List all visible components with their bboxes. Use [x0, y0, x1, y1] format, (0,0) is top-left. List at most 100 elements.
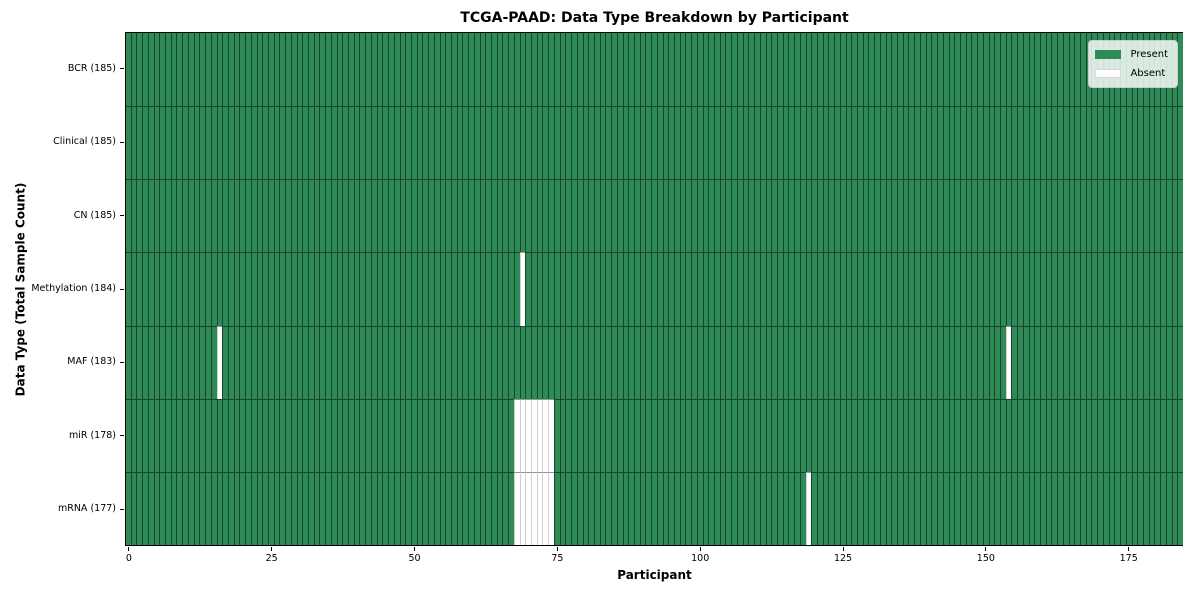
cell-present — [999, 106, 1006, 180]
cell-present — [1102, 471, 1109, 545]
cell-present — [982, 252, 989, 326]
cell-present — [405, 398, 411, 472]
cell-present — [1097, 325, 1103, 399]
cell-present — [399, 325, 406, 399]
cell-present — [245, 33, 251, 107]
cell-present — [1142, 179, 1149, 253]
cell-present — [1148, 106, 1155, 180]
cell-present — [1074, 398, 1081, 472]
cell-present — [628, 33, 634, 107]
cell-absent — [542, 471, 549, 545]
cell-present — [1091, 252, 1098, 326]
cell-present — [445, 106, 451, 180]
cell-present — [931, 252, 938, 326]
cell-present — [1165, 325, 1172, 399]
cell-present — [193, 179, 200, 253]
cell-present — [874, 179, 880, 253]
cell-present — [348, 179, 354, 253]
cell-present — [708, 325, 715, 399]
cell-present — [633, 33, 640, 107]
cell-present — [1068, 33, 1075, 107]
cell-present — [811, 33, 817, 107]
cell-present — [633, 325, 640, 399]
cell-present — [565, 398, 572, 472]
cell-present — [925, 179, 932, 253]
cell-present — [245, 398, 251, 472]
cell-present — [708, 398, 715, 472]
cell-present — [1022, 106, 1029, 180]
cell-present — [731, 33, 737, 107]
cell-present — [290, 33, 297, 107]
cell-present — [811, 471, 817, 545]
y-tick-label-CN: CN (185) — [73, 209, 116, 221]
cell-present — [999, 33, 1006, 107]
cell-present — [668, 106, 674, 180]
cell-present — [308, 471, 314, 545]
cell-present — [633, 252, 640, 326]
grid-row-miR — [126, 398, 1183, 472]
cell-present — [222, 179, 228, 253]
cell-present — [250, 106, 257, 180]
cell-present — [725, 106, 732, 180]
cell-present — [136, 252, 143, 326]
cell-present — [691, 33, 697, 107]
cell-present — [937, 325, 943, 399]
cell-present — [834, 179, 840, 253]
cell-present — [759, 471, 766, 545]
cell-present — [170, 33, 177, 107]
cell-present — [250, 252, 257, 326]
cell-present — [1171, 325, 1178, 399]
cell-present — [571, 398, 577, 472]
cell-present — [1057, 325, 1063, 399]
cell-present — [205, 33, 211, 107]
cell-present — [1062, 325, 1069, 399]
cell-present — [999, 471, 1006, 545]
cell-present — [816, 325, 823, 399]
cell-present — [325, 179, 331, 253]
cell-present — [502, 179, 509, 253]
cell-present — [376, 398, 383, 472]
cell-present — [696, 252, 703, 326]
cell-present — [565, 179, 572, 253]
cell-absent — [542, 398, 549, 472]
cell-present — [576, 252, 583, 326]
cell-present — [948, 471, 955, 545]
cell-present — [508, 252, 514, 326]
cell-present — [902, 33, 909, 107]
cell-present — [302, 471, 308, 545]
cell-present — [313, 252, 320, 326]
cell-present — [468, 398, 474, 472]
cell-present — [674, 325, 680, 399]
cell-present — [462, 33, 469, 107]
cell-present — [296, 325, 303, 399]
cell-present — [862, 471, 869, 545]
cell-present — [313, 471, 320, 545]
cell-present — [553, 398, 560, 472]
cell-present — [988, 398, 995, 472]
cell-present — [1040, 398, 1046, 472]
cell-present — [857, 106, 863, 180]
cell-present — [491, 398, 497, 472]
cell-present — [691, 325, 697, 399]
cell-present — [731, 325, 737, 399]
cell-present — [897, 325, 903, 399]
cell-present — [319, 106, 326, 180]
cell-present — [736, 325, 743, 399]
cell-present — [725, 179, 732, 253]
cell-present — [290, 325, 297, 399]
cell-present — [548, 179, 554, 253]
cell-present — [1074, 471, 1081, 545]
cell-present — [651, 33, 657, 107]
cell-present — [233, 252, 240, 326]
cell-present — [708, 179, 715, 253]
cell-present — [719, 398, 726, 472]
cell-present — [1091, 325, 1098, 399]
cell-present — [794, 398, 800, 472]
cell-present — [714, 398, 720, 472]
cell-present — [233, 179, 240, 253]
cell-present — [708, 106, 715, 180]
cell-present — [216, 252, 223, 326]
cell-present — [902, 471, 909, 545]
cell-present — [679, 471, 686, 545]
cell-present — [759, 325, 766, 399]
